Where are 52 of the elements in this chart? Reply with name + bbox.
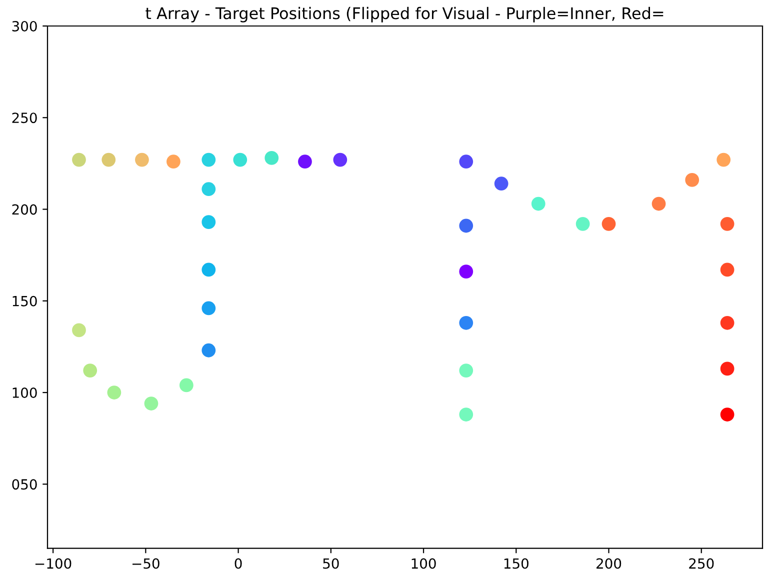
point [264,151,279,165]
point [459,316,474,330]
x-tick-label: −50 [132,558,160,569]
point [576,216,590,231]
x-tick-label: 150 [504,558,528,569]
point [202,152,216,167]
point [102,152,116,167]
point [459,218,474,233]
point [83,364,98,378]
point [459,264,474,279]
point [135,152,149,167]
y-tick-label: 050 [12,479,37,490]
y-tick-label: 300 [12,20,37,32]
y-tick-label: 150 [12,296,37,306]
point [202,301,216,316]
point [202,215,216,230]
x-tick-label: 200 [596,558,622,569]
point [202,343,216,358]
point [107,386,122,400]
point [144,396,158,410]
point [166,154,180,169]
point [720,316,734,330]
point [494,176,508,191]
point [652,196,666,211]
y-tick-label: 250 [12,112,37,124]
point [720,216,734,231]
x-tick-label: 100 [412,558,436,569]
x-tick-label: 0 [234,558,242,569]
point [720,362,734,376]
point [202,262,216,277]
x-tick-label: 250 [689,558,714,569]
point [179,378,194,392]
point [720,262,734,277]
point [202,182,216,196]
point [720,408,734,422]
chart-title: t Array - Target Positions (Flipped for Visual - Purple=Inner, Red= [146,6,664,22]
point [333,152,348,167]
point [602,216,616,231]
point [459,154,474,169]
point [459,364,474,378]
y-tick-label: 200 [12,204,37,215]
y-tick-label: 100 [12,387,37,398]
point [72,323,86,338]
point [685,172,700,187]
point [233,152,248,167]
point [72,152,86,167]
point [298,154,312,169]
point [459,408,474,422]
x-tick-label: 50 [323,558,339,569]
point [531,196,546,211]
x-tick-label: −100 [35,558,72,569]
point [716,152,731,167]
